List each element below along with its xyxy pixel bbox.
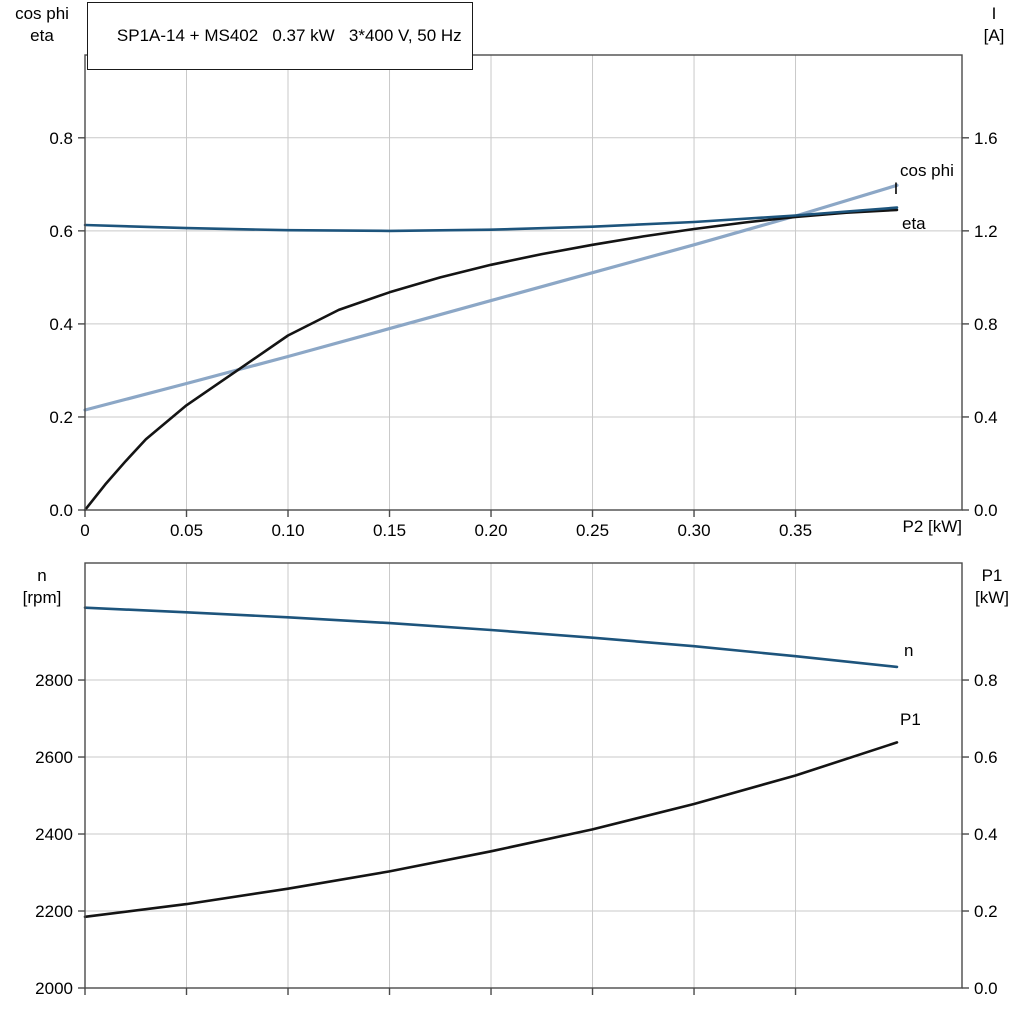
tick-label-bottom: 0.25 [576,521,609,540]
tick-label-right: 0.8 [974,671,998,690]
curve-label-i: I [894,179,899,198]
curve-label-cos-phi: cos phi [900,161,954,180]
chart-title: SP1A-14 + MS402 0.37 kW 3*400 V, 50 Hz [116,26,462,45]
tick-label-left: 0.4 [49,315,73,334]
chart-title-box: SP1A-14 + MS402 0.37 kW 3*400 V, 50 Hz [87,2,473,70]
tick-label-left: 2000 [35,979,73,998]
tick-label-bottom: 0 [80,521,89,540]
bottom-chart-left-axis-title: n [rpm] [4,565,80,609]
tick-label-right: 0.6 [974,748,998,767]
bottom-chart-right-axis-title: P1 [kW] [962,565,1022,609]
tick-label-bottom: 0.05 [170,521,203,540]
left-axis-label-cos-phi: cos phi [15,4,69,23]
tick-label-right: 0.0 [974,979,998,998]
curve-i [83,206,899,233]
tick-label-bottom: 0.20 [474,521,507,540]
plot-border [84,562,963,989]
curve-p1 [83,741,899,919]
curve-cos-phi [83,183,899,412]
tick-label-right: 0.2 [974,902,998,921]
tick-label-bottom: 0.30 [677,521,710,540]
tick-label-left: 0.8 [49,129,73,148]
right-axis-unit-amperes: [A] [983,26,1005,45]
tick-label-left: 0.0 [49,501,73,520]
right-axis-label-current: I [991,4,997,23]
x-axis-label-p2: P2 [kW] [902,517,962,536]
left-axis-label-speed: n [37,566,47,585]
tick-label-left: 2400 [35,825,73,844]
tick-label-right: 1.6 [974,129,998,148]
left-axis-unit-rpm: [rpm] [22,588,62,607]
top-chart-right-axis-title: I [A] [966,3,1022,47]
curve-label-eta: eta [902,214,926,233]
right-axis-unit-kw: [kW] [975,588,1009,607]
curve-eta [83,208,899,512]
right-axis-label-p1: P1 [981,566,1003,585]
tick-label-left: 0.6 [49,222,73,241]
tick-label-right: 0.4 [974,825,998,844]
plot-border [84,54,963,511]
tick-label-left: 0.2 [49,408,73,427]
tick-label-left: 2600 [35,748,73,767]
tick-label-bottom: 0.35 [779,521,812,540]
tick-label-left: 2800 [35,671,73,690]
tick-label-right: 0.0 [974,501,998,520]
tick-label-right: 0.8 [974,315,998,334]
curve-label-p1: P1 [900,710,921,729]
left-axis-label-eta: eta [30,26,54,45]
curve-label-n: n [904,641,913,660]
tick-label-right: 0.4 [974,408,998,427]
top-chart-left-axis-title: cos phi eta [4,3,80,47]
curve-n [83,606,899,669]
tick-label-bottom: 0.10 [271,521,304,540]
tick-label-left: 2200 [35,902,73,921]
tick-label-bottom: 0.15 [373,521,406,540]
tick-label-right: 1.2 [974,222,998,241]
